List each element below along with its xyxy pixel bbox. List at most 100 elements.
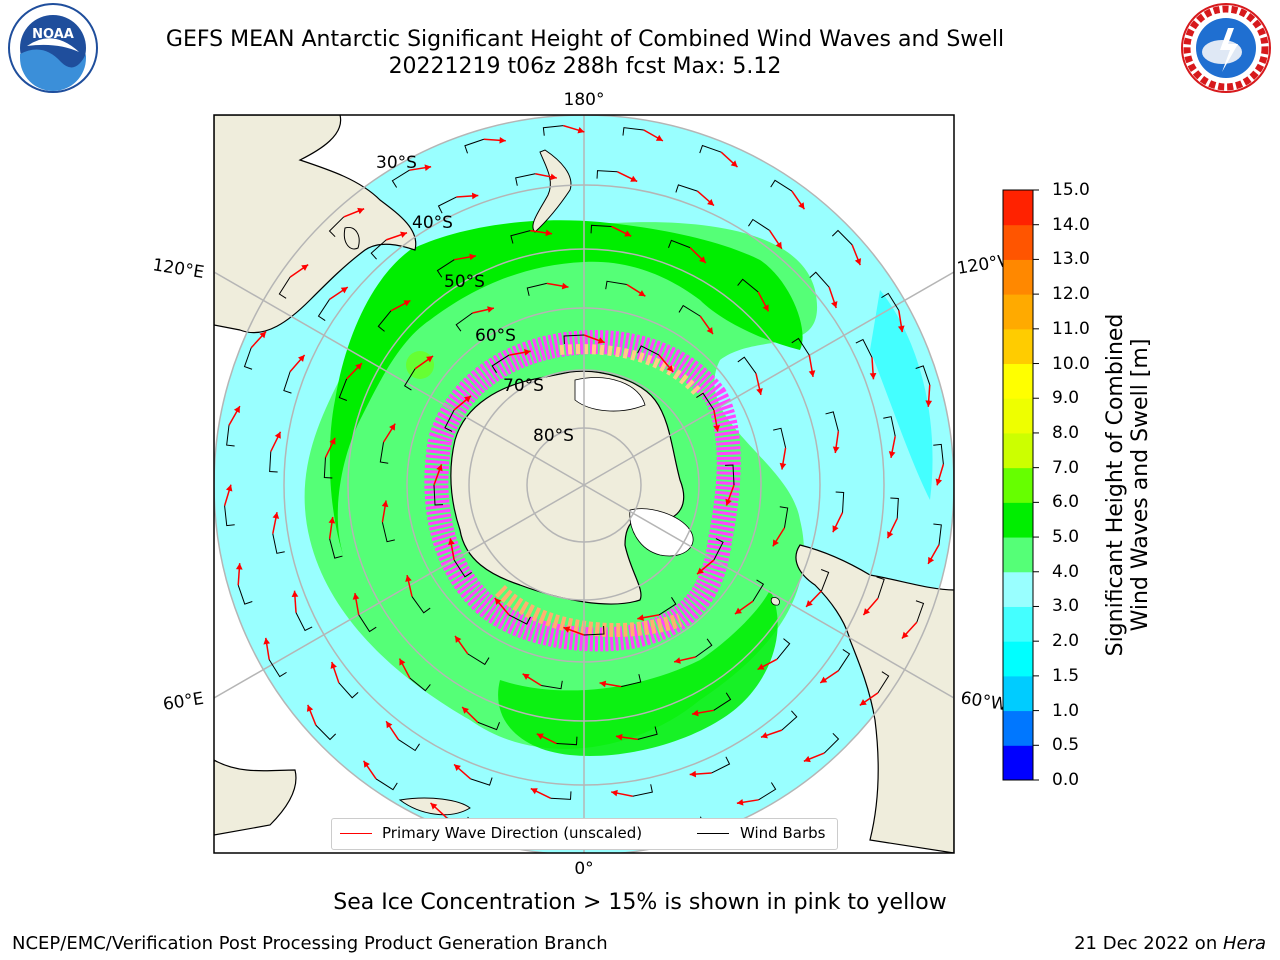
wind-barb <box>464 138 484 154</box>
wind-barb <box>295 612 313 632</box>
sea-ice-ring <box>424 330 741 652</box>
wave-direction-arrowhead <box>854 258 862 266</box>
colorbar-bin <box>1003 641 1033 677</box>
colorbar-bin <box>1003 294 1033 330</box>
colorbar-tick-label: 1.5 <box>1052 665 1080 686</box>
wave-direction-arrowhead <box>897 325 905 333</box>
wind-barb <box>409 677 431 692</box>
wave-direction-arrowhead <box>550 173 557 181</box>
wave-direction-arrowhead <box>328 516 336 524</box>
wave-direction-arrowhead <box>403 300 411 307</box>
wind-barb <box>563 334 585 345</box>
wave-direction-arrowhead <box>363 760 370 768</box>
wind-barb <box>668 239 691 249</box>
wave-direction-arrowhead <box>499 136 506 144</box>
colorbar-bin <box>1003 363 1033 399</box>
wind-barb <box>711 756 731 774</box>
colorbar-bin <box>1003 190 1033 226</box>
lat-label-80s: 80°S <box>533 426 574 446</box>
wave-direction-arrowhead <box>624 230 632 237</box>
wave-direction-arrowhead <box>706 327 713 335</box>
wind-barb <box>328 216 345 238</box>
colorbar-tick-label: 14.0 <box>1052 214 1090 235</box>
wind-barb <box>890 497 899 519</box>
wave-direction-arrowhead <box>928 556 935 564</box>
wave-direction-arrowhead <box>638 290 646 297</box>
wind-barb <box>596 170 618 179</box>
wind-barb <box>370 239 387 260</box>
wind-barb <box>583 625 605 636</box>
wave-direction-arrowhead <box>611 789 618 797</box>
wave-direction-arrowhead <box>666 365 674 372</box>
wind-barb <box>338 378 348 401</box>
wind-barb <box>637 345 660 356</box>
wave-direction-arrowhead <box>820 676 828 683</box>
wind-barb <box>621 674 642 688</box>
colorbar-tick-label: 10.0 <box>1052 353 1090 374</box>
colorbar-title-line1: Significant Height of Combined <box>1103 313 1128 657</box>
colorbar-frame <box>1002 189 1034 781</box>
wave-direction-arrowhead <box>389 423 396 431</box>
colorbar-bin <box>1003 675 1033 712</box>
lat-label-30s: 30°S <box>376 153 417 173</box>
wind-barb <box>632 784 653 797</box>
wave-direction-arrowhead <box>536 733 544 740</box>
chart-subtitle: 20221219 t06z 288h fcst Max: 5.12 <box>388 54 782 79</box>
colorbar-tick-label: 3.0 <box>1052 596 1080 617</box>
wind-barb <box>379 442 389 464</box>
colorbar-tick-label: 7.0 <box>1052 457 1080 478</box>
wind-barb <box>508 614 531 625</box>
wave-direction-arrowhead <box>806 600 813 607</box>
colorbar-bin <box>1003 710 1033 746</box>
wave-direction-arrowhead <box>298 355 305 362</box>
footer-branch: NCEP/EMC/Verification Post Processing Pr… <box>12 933 608 954</box>
colorbar-bin <box>1003 745 1033 781</box>
chart-title: GEFS MEAN Antarctic Significant Height o… <box>165 27 1005 52</box>
wind-barb <box>933 443 944 465</box>
wind-barb <box>515 173 536 186</box>
wave-direction-arrowhead <box>707 199 714 206</box>
wind-barb <box>675 184 698 193</box>
wind-barb <box>748 218 770 231</box>
wave-direction-arrowhead <box>577 126 585 134</box>
wave-direction-arrowhead <box>925 400 933 407</box>
wave-direction-arrowhead <box>340 287 348 294</box>
wind-barb <box>510 230 531 244</box>
lon-label-180: 180° <box>564 90 605 110</box>
wave-direction-arrowhead <box>462 707 469 714</box>
lat-label-60s: 60°S <box>475 326 516 346</box>
wind-barb <box>781 710 798 731</box>
wave-direction-swatch <box>340 833 372 834</box>
wave-direction-arrowhead <box>355 363 362 370</box>
africa-landmass <box>214 759 297 836</box>
wave-direction-arrowhead <box>430 802 438 810</box>
wind-barb <box>823 732 840 754</box>
wind-barb <box>237 585 253 605</box>
wave-direction-arrowhead <box>405 575 412 582</box>
wave-direction-arrowhead <box>225 484 233 492</box>
wind-barb <box>411 596 431 614</box>
nws-logo <box>1181 3 1271 93</box>
wave-direction-arrowhead <box>831 301 838 308</box>
wind-barb <box>699 144 722 154</box>
wind-barb <box>526 282 547 296</box>
wave-direction-arrowhead <box>487 306 494 313</box>
wind-barb <box>724 464 735 486</box>
wind-barb <box>453 559 472 578</box>
wave-direction-arrowhead <box>775 241 782 249</box>
wave-direction-arrowhead <box>469 253 476 261</box>
wind-barb-label: Wind Barbs <box>740 824 826 842</box>
colorbar-bin <box>1003 432 1033 469</box>
colorbar-bin <box>1003 398 1033 434</box>
wind-barb <box>338 682 359 699</box>
footer-date-text: 21 Dec 2022 on <box>1074 933 1223 954</box>
wind-barb <box>737 278 759 293</box>
wind-barb <box>391 169 410 188</box>
wave-direction-arrowhead <box>756 388 763 395</box>
wind-barb <box>556 736 578 746</box>
noaa-logo-text: NOAA <box>32 27 74 42</box>
wave-direction-arrowhead <box>772 539 779 547</box>
wind-barb <box>622 127 644 136</box>
falklands-landmass <box>770 597 780 606</box>
wind-barb-swatch <box>697 833 729 834</box>
